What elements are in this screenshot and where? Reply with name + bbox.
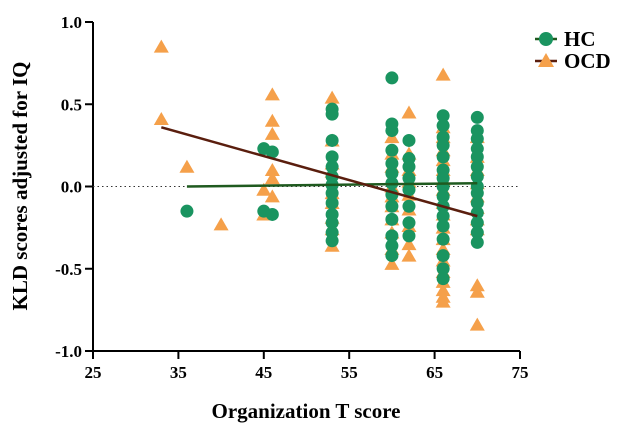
ocd-point	[435, 67, 451, 81]
y-tick-label: 1.0	[61, 13, 82, 32]
hc-point	[436, 150, 450, 164]
hc-point	[402, 216, 416, 230]
hc-point	[385, 229, 399, 243]
ocd-point	[264, 163, 280, 177]
hc-point	[436, 119, 450, 133]
hc-point	[436, 189, 450, 203]
hc-point	[325, 186, 339, 200]
hc-point	[470, 186, 484, 200]
ocd-point	[324, 90, 340, 104]
y-axis-title: KLD scores adjusted for IQ	[8, 62, 32, 311]
hc-point	[385, 239, 399, 253]
x-axis-ticks: 25 35 45 55 65 75	[85, 351, 529, 382]
y-axis-ticks: 1.0 0.5 0.0 -0.5 -1.0	[55, 13, 93, 361]
hc-point	[325, 150, 339, 164]
legend-hc-label: HC	[564, 27, 596, 51]
hc-point	[325, 133, 339, 147]
hc-point	[385, 124, 399, 138]
ocd-point	[153, 112, 169, 126]
hc-point	[470, 235, 484, 249]
regression-lines	[160, 126, 478, 218]
hc-point	[436, 262, 450, 276]
hc-point	[436, 272, 450, 286]
x-tick-label: 75	[512, 363, 529, 382]
ocd-point	[469, 317, 485, 331]
hc-point	[325, 234, 339, 248]
hc-point	[325, 216, 339, 230]
hc-point	[265, 207, 279, 221]
hc-point	[470, 196, 484, 210]
hc-point	[325, 196, 339, 210]
hc-point	[470, 226, 484, 240]
hc-point	[325, 107, 339, 121]
x-axis-title: Organization T score	[212, 399, 401, 423]
hc-point	[470, 170, 484, 184]
hc-point	[436, 109, 450, 123]
hc-point	[385, 212, 399, 226]
hc-point	[402, 133, 416, 147]
hc-point	[385, 249, 399, 263]
y-tick-label: -0.5	[55, 260, 82, 279]
hc-point	[265, 145, 279, 159]
x-tick-label: 35	[170, 363, 187, 382]
hc-point	[470, 150, 484, 164]
legend-hc-marker	[539, 32, 553, 46]
hc-point	[470, 110, 484, 124]
x-tick-label: 45	[255, 363, 272, 382]
ocd-point	[435, 283, 451, 297]
hc-point	[436, 209, 450, 223]
ocd-point	[384, 256, 400, 270]
hc-point	[385, 199, 399, 213]
hc-point	[436, 138, 450, 152]
ocd-point	[264, 126, 280, 140]
x-tick-label: 25	[85, 363, 102, 382]
ocd-point	[264, 189, 280, 203]
hc-point	[385, 143, 399, 157]
hc-point	[385, 166, 399, 180]
ocd-point	[401, 237, 417, 251]
ocd-point	[401, 105, 417, 119]
ocd-point	[256, 182, 272, 196]
hc-point	[402, 229, 416, 243]
y-tick-label: -1.0	[55, 342, 82, 361]
hc-point	[470, 132, 484, 146]
hc-point	[385, 71, 399, 85]
legend-ocd-label: OCD	[564, 49, 611, 73]
hc-point	[402, 199, 416, 213]
x-tick-label: 65	[426, 363, 443, 382]
hc-point	[325, 160, 339, 174]
ocd-point	[401, 248, 417, 262]
ocd-point	[264, 87, 280, 101]
legend: HC OCD	[535, 27, 611, 73]
ocd-point	[469, 284, 485, 298]
ocd-point	[469, 278, 485, 292]
hc-point	[402, 171, 416, 185]
hc-point	[470, 216, 484, 230]
x-tick-label: 55	[341, 363, 358, 382]
hc-point	[470, 160, 484, 174]
hc-point	[385, 156, 399, 170]
ocd-point	[435, 294, 451, 308]
ocd-point	[179, 159, 195, 173]
ocd-point	[264, 113, 280, 127]
hc-point	[436, 232, 450, 246]
hc-point	[436, 219, 450, 233]
y-tick-label: 0.5	[61, 95, 82, 114]
hc-regression-line	[186, 181, 478, 188]
ocd-regression-line	[160, 126, 478, 218]
y-tick-label: 0.0	[61, 178, 82, 197]
ocd-point	[153, 39, 169, 53]
hc-point	[402, 183, 416, 197]
hc-point	[436, 249, 450, 263]
ocd-point	[264, 171, 280, 185]
hc-point	[402, 160, 416, 174]
ocd-point	[213, 217, 229, 231]
legend-ocd-marker	[538, 53, 554, 67]
hc-point	[180, 204, 194, 218]
data-points	[153, 39, 485, 331]
